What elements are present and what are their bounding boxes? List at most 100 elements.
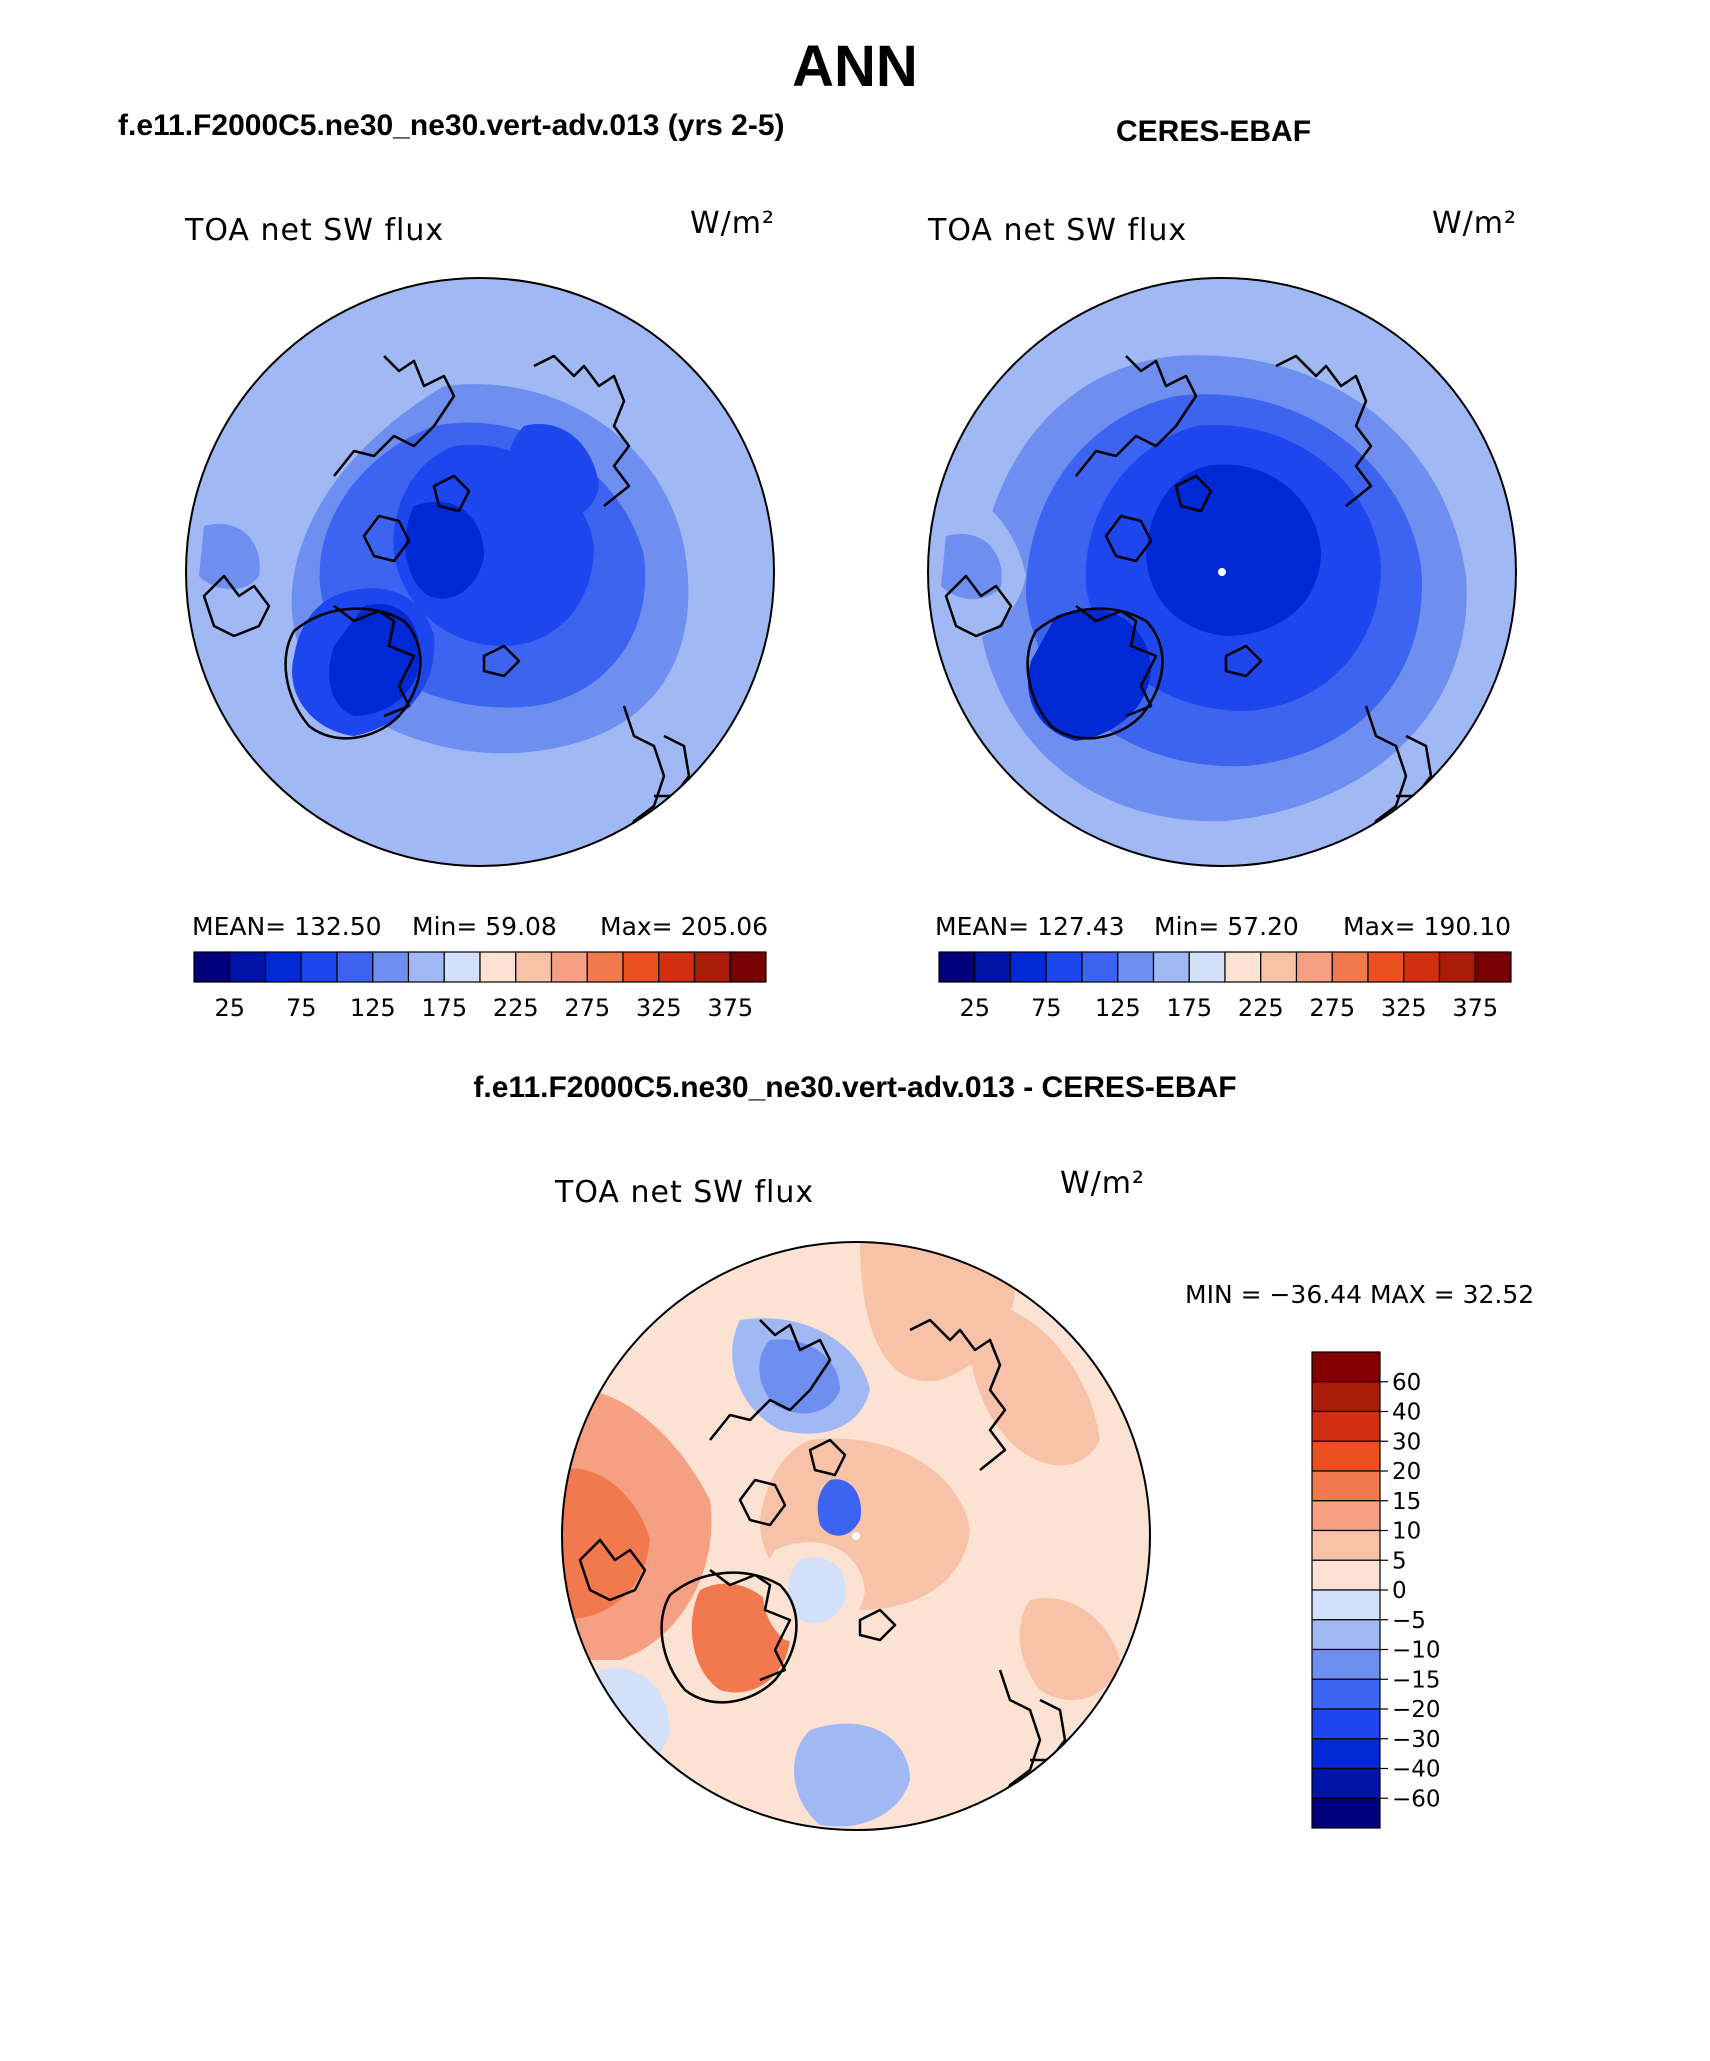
model-colorbar-box <box>693 951 731 983</box>
model-colorbar-label: 325 <box>636 994 682 1022</box>
obs-min: Min= 57.20 <box>1154 912 1299 941</box>
diff-colorbar-box <box>1311 1440 1381 1472</box>
obs-colorbar-box <box>1009 951 1047 983</box>
model-colorbar-label: 175 <box>421 994 467 1022</box>
diff-colorbar-label: −20 <box>1392 1697 1441 1723</box>
obs-case-title: CERES-EBAF <box>1116 115 1312 148</box>
obs-colorbar-box <box>1331 951 1369 983</box>
diff-colorbar-box <box>1311 1619 1381 1651</box>
diff-colorbar-label: 60 <box>1392 1370 1421 1396</box>
obs-colorbar-label: 275 <box>1309 994 1355 1022</box>
diff-polar-map <box>561 1241 1151 1831</box>
diff-colorbar-box <box>1311 1500 1381 1532</box>
obs-colorbar-box <box>1045 951 1083 983</box>
model-colorbar-box <box>729 951 767 983</box>
obs-colorbar: 25 75 125 175 225 275 325 375 <box>938 951 1512 1022</box>
diff-colorbar-box <box>1311 1559 1381 1591</box>
diff-colorbar-box <box>1311 1708 1381 1740</box>
model-variable-label: TOA net SW flux <box>185 213 445 248</box>
diff-colorbar-box <box>1311 1648 1381 1680</box>
obs-colorbar-box <box>974 951 1012 983</box>
pole-marker <box>1218 568 1226 576</box>
diff-colorbar-box <box>1311 1410 1381 1442</box>
obs-colorbar-box <box>1188 951 1226 983</box>
obs-colorbar-label: 175 <box>1166 994 1212 1022</box>
diff-colorbar-label: −15 <box>1392 1667 1441 1693</box>
obs-colorbar-box <box>1117 951 1155 983</box>
model-colorbar-label: 275 <box>564 994 610 1022</box>
model-min: Min= 59.08 <box>412 912 557 941</box>
diff-units-label: W/m² <box>1060 1166 1146 1201</box>
diff-colorbar-box <box>1311 1529 1381 1561</box>
diff-colorbar-box <box>1311 1678 1381 1710</box>
diff-colorbar-label: 30 <box>1392 1429 1421 1455</box>
model-colorbar-label: 75 <box>286 994 317 1022</box>
model-colorbar-box <box>622 951 660 983</box>
diff-colorbar-box <box>1311 1589 1381 1621</box>
diff-colorbar-box <box>1311 1738 1381 1770</box>
obs-colorbar-label: 225 <box>1238 994 1284 1022</box>
obs-mean: MEAN= 127.43 <box>935 912 1125 941</box>
model-mean: MEAN= 132.50 <box>192 912 382 941</box>
diff-colorbar-label: −30 <box>1392 1727 1441 1753</box>
diff-case-title: f.e11.F2000C5.ne30_ne30.vert-adv.013 - C… <box>473 1071 1237 1104</box>
obs-units-label: W/m² <box>1432 206 1518 241</box>
obs-colorbar-box <box>1081 951 1119 983</box>
diff-colorbar-box <box>1311 1351 1381 1383</box>
diff-colorbar-label: −60 <box>1392 1786 1441 1812</box>
diff-colorbar-label: −10 <box>1392 1638 1441 1664</box>
diff-colorbar-label: 0 <box>1392 1578 1407 1604</box>
obs-colorbar-label: 125 <box>1095 994 1141 1022</box>
model-polar-map <box>185 277 775 867</box>
obs-colorbar-box <box>1295 951 1333 983</box>
diff-colorbar-box <box>1311 1797 1381 1829</box>
obs-colorbar-box <box>1474 951 1512 983</box>
obs-colorbar-box <box>1224 951 1262 983</box>
pole-marker <box>852 1532 860 1540</box>
page-title: ANN <box>792 34 918 99</box>
model-colorbar-label: 375 <box>707 994 753 1022</box>
model-colorbar-label: 25 <box>214 994 245 1022</box>
model-units-label: W/m² <box>690 206 776 241</box>
model-colorbar-box <box>658 951 696 983</box>
obs-colorbar-box <box>1152 951 1190 983</box>
diff-colorbar-box <box>1311 1470 1381 1502</box>
obs-colorbar-label: 75 <box>1031 994 1062 1022</box>
obs-colorbar-box <box>1438 951 1476 983</box>
diff-colorbar-label: 5 <box>1392 1548 1407 1574</box>
obs-colorbar-box <box>938 951 976 983</box>
diff-colorbar-label: 20 <box>1392 1459 1421 1485</box>
obs-colorbar-box <box>1367 951 1405 983</box>
model-colorbar-label: 225 <box>493 994 539 1022</box>
diff-colorbar-box <box>1311 1381 1381 1413</box>
diff-colorbar: 60 40 30 20 15 10 5 0 −5 −10 −15 −20 −30 −40 −60 <box>1311 1351 1441 1829</box>
model-colorbar-box <box>515 951 553 983</box>
model-colorbar: 25 75 125 175 225 275 325 375 <box>193 951 767 1022</box>
model-colorbar-box <box>479 951 517 983</box>
diff-colorbar-label: 15 <box>1392 1489 1421 1515</box>
diff-colorbar-label: 40 <box>1392 1400 1421 1426</box>
model-colorbar-box <box>443 951 481 983</box>
obs-colorbar-label: 375 <box>1452 994 1498 1022</box>
diff-colorbar-box <box>1311 1767 1381 1799</box>
diff-colorbar-label: 10 <box>1392 1519 1421 1545</box>
diff-colorbar-label: −40 <box>1392 1757 1441 1783</box>
model-colorbar-box <box>264 951 302 983</box>
obs-max: Max= 190.10 <box>1343 912 1512 941</box>
diff-colorbar-label: −5 <box>1392 1608 1426 1634</box>
obs-polar-map <box>927 277 1517 867</box>
model-colorbar-box <box>407 951 445 983</box>
model-case-title: f.e11.F2000C5.ne30_ne30.vert-adv.013 (yr… <box>118 109 785 142</box>
obs-colorbar-label: 25 <box>959 994 990 1022</box>
diff-minmax: MIN = −36.44 MAX = 32.52 <box>1185 1280 1535 1309</box>
model-max: Max= 205.06 <box>600 912 769 941</box>
model-colorbar-box <box>372 951 410 983</box>
model-colorbar-box <box>336 951 374 983</box>
obs-colorbar-box <box>1260 951 1298 983</box>
model-colorbar-box <box>586 951 624 983</box>
obs-variable-label: TOA net SW flux <box>928 213 1188 248</box>
model-colorbar-box <box>229 951 267 983</box>
obs-colorbar-label: 325 <box>1381 994 1427 1022</box>
model-colorbar-box <box>300 951 338 983</box>
obs-colorbar-box <box>1403 951 1441 983</box>
